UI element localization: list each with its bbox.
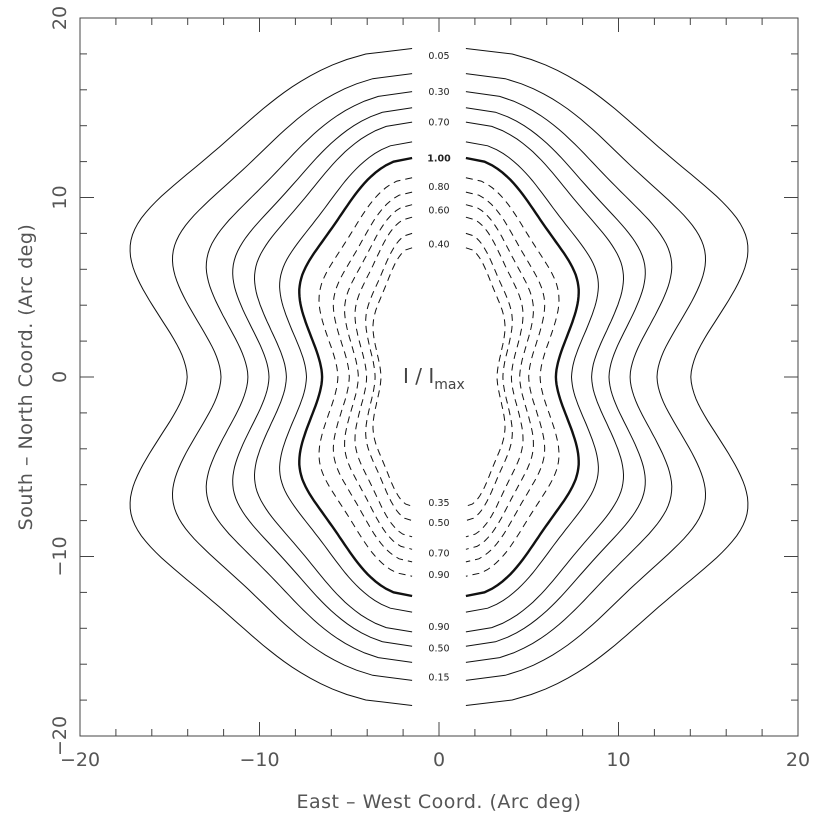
contour-line	[171, 73, 413, 681]
y-tick-labels: −20 −10 0 10 20	[49, 6, 71, 756]
contour-label: 0.05	[428, 51, 449, 62]
contour-line	[332, 191, 413, 563]
y-tick-label: −20	[49, 716, 71, 756]
x-tick-label: 20	[786, 749, 810, 771]
contour-line	[465, 177, 560, 577]
contour-line	[232, 107, 413, 647]
contour-line	[465, 141, 599, 613]
y-tick-label: 0	[49, 371, 71, 383]
contour-line	[465, 191, 546, 563]
x-tick-labels: −20 −10 0 10 20	[60, 749, 810, 771]
contour-line	[465, 247, 506, 507]
x-tick-label: −10	[239, 749, 279, 771]
contour-label: 0.60	[428, 206, 449, 217]
contour-line	[298, 156, 413, 598]
contour-line	[253, 121, 413, 633]
contour-label: 0.70	[428, 548, 449, 559]
x-tick-label: 10	[606, 749, 630, 771]
x-tick-label: −20	[60, 749, 100, 771]
contour-label: 0.50	[428, 644, 449, 655]
contour-label: 0.70	[428, 118, 449, 129]
contour-label: 0.30	[428, 87, 449, 98]
contour-line	[279, 141, 413, 613]
contour-label: 0.15	[428, 672, 449, 683]
center-label: I / Imax	[403, 364, 465, 393]
contour-line	[354, 216, 413, 538]
contour-line	[372, 247, 413, 507]
y-tick-label: 20	[49, 6, 71, 30]
contour-label: 0.90	[428, 570, 449, 581]
x-tick-label: 0	[433, 749, 445, 771]
contour-line	[465, 121, 625, 633]
contour-line	[465, 216, 524, 538]
contour-lines	[129, 48, 749, 706]
contour-line	[465, 204, 534, 550]
contour-line	[129, 48, 413, 706]
center-label-sub: max	[434, 377, 465, 393]
contour-line	[465, 91, 673, 663]
contour-label: 1.00	[427, 154, 451, 165]
contour-line	[344, 204, 413, 550]
contour-label: 0.90	[428, 622, 449, 633]
contour-line	[365, 232, 413, 522]
contour-line	[465, 73, 707, 681]
axis-ticks	[79, 17, 799, 737]
contour-line	[465, 107, 646, 647]
contour-line	[465, 156, 580, 598]
contour-line	[318, 177, 413, 577]
contour-line	[465, 232, 513, 522]
contour-label: 0.35	[428, 498, 449, 509]
center-label-main: I / I	[403, 364, 434, 388]
x-axis-title: East – West Coord. (Arc deg)	[297, 791, 582, 813]
contour-line	[205, 91, 413, 663]
contour-label: 0.40	[428, 240, 449, 251]
contour-line	[465, 48, 749, 706]
y-tick-label: 10	[49, 185, 71, 209]
y-axis-title: South – North Coord. (Arc deg)	[15, 224, 37, 531]
contour-label: 0.80	[428, 182, 449, 193]
y-tick-label: −10	[49, 536, 71, 576]
contour-label: 0.50	[428, 518, 449, 529]
contour-labels: 0.05 0.30 0.70 1.00 0.80 0.60 0.40 0.35 0.50 0.70…	[427, 51, 451, 683]
